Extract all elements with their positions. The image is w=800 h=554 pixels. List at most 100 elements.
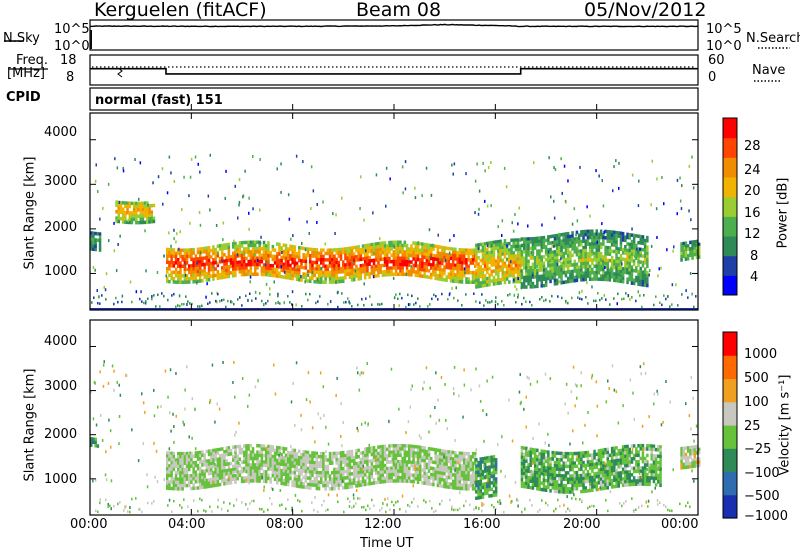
heat-cell (339, 451, 343, 455)
heat-cell (520, 471, 524, 476)
heat-speckle (690, 218, 692, 222)
heat-cell (536, 461, 539, 465)
heat-cell (298, 468, 301, 473)
heat-cell (423, 446, 426, 450)
heat-speckle (205, 295, 207, 299)
heat-cell (368, 259, 371, 263)
heat-cell (492, 279, 496, 283)
heat-cell (416, 267, 420, 271)
heat-cell (501, 252, 504, 256)
heat-cell (370, 258, 374, 263)
heat-cell (536, 239, 539, 244)
heat-cell (479, 486, 482, 490)
heat-cell (553, 256, 557, 260)
heat-cell (593, 485, 596, 489)
heat-cell (379, 264, 382, 268)
heat-cell (529, 447, 532, 451)
heat-cell (408, 450, 411, 455)
heat-cell (492, 458, 496, 462)
heat-cell (170, 264, 173, 268)
heat-cell (287, 253, 290, 258)
heat-cell (505, 267, 509, 272)
heat-speckle (243, 252, 245, 256)
heat-speckle (648, 273, 650, 277)
heat-cell (449, 476, 453, 480)
heat-cell (282, 262, 286, 267)
heat-cell (218, 466, 222, 471)
heat-speckle (514, 213, 516, 216)
heat-cell (210, 471, 213, 475)
heat-cell (289, 470, 292, 474)
heat-cell (379, 251, 382, 255)
heat-cell (394, 466, 398, 470)
heat-cell (405, 466, 409, 471)
heat-ground (269, 293, 271, 296)
heat-speckle (497, 225, 499, 229)
heat-cell (619, 247, 623, 251)
heat-cell (430, 472, 433, 477)
heat-cell (381, 244, 385, 249)
heat-cell (333, 467, 336, 472)
heat-cell (199, 272, 202, 277)
heat-cell (254, 463, 257, 467)
heat-speckle (675, 283, 677, 287)
heat-cell (313, 470, 316, 475)
heat-cell (419, 258, 422, 262)
heat-cell (339, 483, 343, 487)
heat-cell (427, 269, 431, 273)
heat-cell (141, 204, 145, 209)
heat-cell (551, 457, 554, 461)
heat-cell (492, 240, 496, 245)
heat-speckle (242, 195, 244, 199)
heat-cell (619, 231, 623, 235)
heat-cell (210, 449, 213, 453)
heat-cell (320, 251, 323, 256)
heat-cell (421, 455, 424, 459)
heat-cell (430, 266, 433, 270)
heat-cell (218, 457, 222, 461)
heat-cell (467, 455, 470, 459)
heat-cell (477, 265, 480, 270)
heat-cell (370, 472, 374, 476)
heat-cell (463, 273, 466, 278)
heat-cell (196, 486, 200, 490)
heat-cell (525, 253, 528, 257)
heat-cell (170, 451, 173, 456)
heat-cell (458, 273, 462, 278)
heat-cell (335, 458, 338, 462)
heat-cell (221, 269, 224, 273)
heat-cell (284, 460, 288, 464)
heat-speckle (295, 266, 297, 270)
heat-cell (637, 269, 640, 274)
heat-cell (432, 263, 435, 267)
heat-cell (190, 251, 193, 255)
heat-cell (405, 259, 409, 264)
heat-cell (350, 268, 354, 273)
heat-speckle (280, 162, 282, 166)
heat-cell (361, 483, 365, 487)
heat-cell (599, 255, 603, 259)
heat-cell (390, 247, 393, 251)
heat-cell (558, 259, 561, 263)
heat-cell (449, 453, 453, 458)
heat-cell (492, 282, 496, 286)
heat-cell (682, 245, 685, 249)
heat-cell (566, 455, 570, 459)
heat-cell (359, 470, 363, 475)
heat-cell (386, 253, 389, 258)
heat-cell (569, 253, 572, 258)
heat-cell (419, 445, 422, 450)
heat-cell (366, 272, 369, 276)
heat-cell (595, 235, 598, 240)
heat-cell (503, 264, 507, 269)
heat-cell (199, 450, 202, 455)
heat-cell (549, 457, 552, 461)
heat-cell (350, 481, 354, 486)
heat-cell (520, 256, 524, 260)
heat-cell (359, 276, 363, 281)
heat-cell (179, 464, 182, 469)
heat-cell (355, 271, 358, 275)
heat-cell (394, 463, 398, 467)
heat-cell (284, 479, 288, 483)
heat-cell (643, 248, 647, 252)
